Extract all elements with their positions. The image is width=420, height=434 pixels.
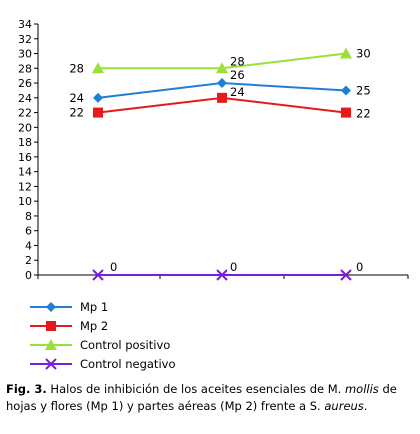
y-tick-label: 12: [18, 180, 32, 193]
data-point-marker: [340, 269, 352, 281]
caption-italic-2: aureus: [324, 399, 364, 413]
data-label: 22: [69, 106, 84, 120]
legend: Mp 1 Mp 2 Control positivo Control negativo: [30, 300, 175, 371]
legend-label: Mp 2: [80, 319, 108, 333]
legend-label: Control negativo: [80, 357, 175, 371]
data-label: 0: [356, 260, 363, 274]
caption-text-1: Halos de inhibición de los aceites esenc…: [46, 382, 345, 396]
figure-caption: Fig. 3. Halos de inhibición de los aceit…: [6, 381, 416, 415]
data-label: 28: [69, 61, 84, 75]
data-label: 25: [356, 83, 371, 97]
y-tick-label: 34: [18, 18, 32, 31]
data-label: 24: [69, 91, 84, 105]
data-label: 28: [230, 54, 245, 68]
y-tick-label: 16: [18, 151, 32, 164]
y-tick-label: 0: [25, 269, 32, 282]
data-point-marker: [341, 107, 351, 118]
legend-marker: [46, 302, 56, 312]
data-label: 0: [110, 260, 117, 274]
data-point-marker: [93, 107, 103, 118]
data-point-marker: [216, 269, 228, 281]
y-tick-label: 14: [18, 166, 32, 179]
y-tick-label: 20: [18, 121, 32, 134]
caption-label: Fig. 3.: [6, 382, 47, 396]
data-label: 0: [230, 260, 237, 274]
data-point-marker: [217, 78, 227, 89]
y-tick-label: 26: [18, 77, 32, 90]
legend-label: Mp 1: [80, 300, 108, 314]
legend-marker: [45, 358, 57, 370]
legend-marker: [45, 339, 57, 350]
data-point-marker: [217, 92, 227, 103]
series-markers: [92, 47, 352, 281]
chart-axes: [37, 24, 409, 279]
legend-label: Control positivo: [80, 338, 170, 352]
legend-item: Mp 1: [30, 300, 108, 314]
data-point-marker: [93, 92, 103, 103]
data-point-marker: [340, 47, 352, 59]
y-tick-label: 8: [25, 210, 32, 223]
data-point-marker: [92, 269, 104, 281]
y-tick-label: 32: [18, 33, 32, 46]
data-label: 24: [230, 85, 245, 99]
data-label: 30: [356, 47, 371, 61]
y-tick-label: 18: [18, 136, 32, 149]
data-label: 26: [230, 68, 245, 82]
caption-text-3: .: [363, 399, 368, 413]
caption-italic-1: mollis: [344, 382, 379, 396]
data-label: 22: [356, 107, 371, 121]
y-tick-label: 30: [18, 48, 32, 61]
data-point-marker: [341, 85, 351, 96]
data-point-marker: [216, 62, 228, 74]
y-tick-label: 24: [18, 92, 32, 105]
y-tick-label: 28: [18, 62, 32, 75]
legend-marker: [46, 321, 56, 331]
y-tick-label: 22: [18, 107, 32, 120]
data-point-marker: [92, 62, 104, 74]
y-tick-label: 4: [25, 239, 32, 252]
legend-item: Control positivo: [30, 338, 170, 352]
y-tick-label: 6: [25, 225, 32, 238]
caption-text-2: de hojas y flores (Mp 1) y partes aéreas…: [6, 382, 397, 413]
y-tick-label: 2: [25, 254, 32, 267]
legend-item: Mp 2: [30, 319, 108, 333]
y-tick-label: 10: [18, 195, 32, 208]
legend-item: Control negativo: [30, 357, 175, 371]
